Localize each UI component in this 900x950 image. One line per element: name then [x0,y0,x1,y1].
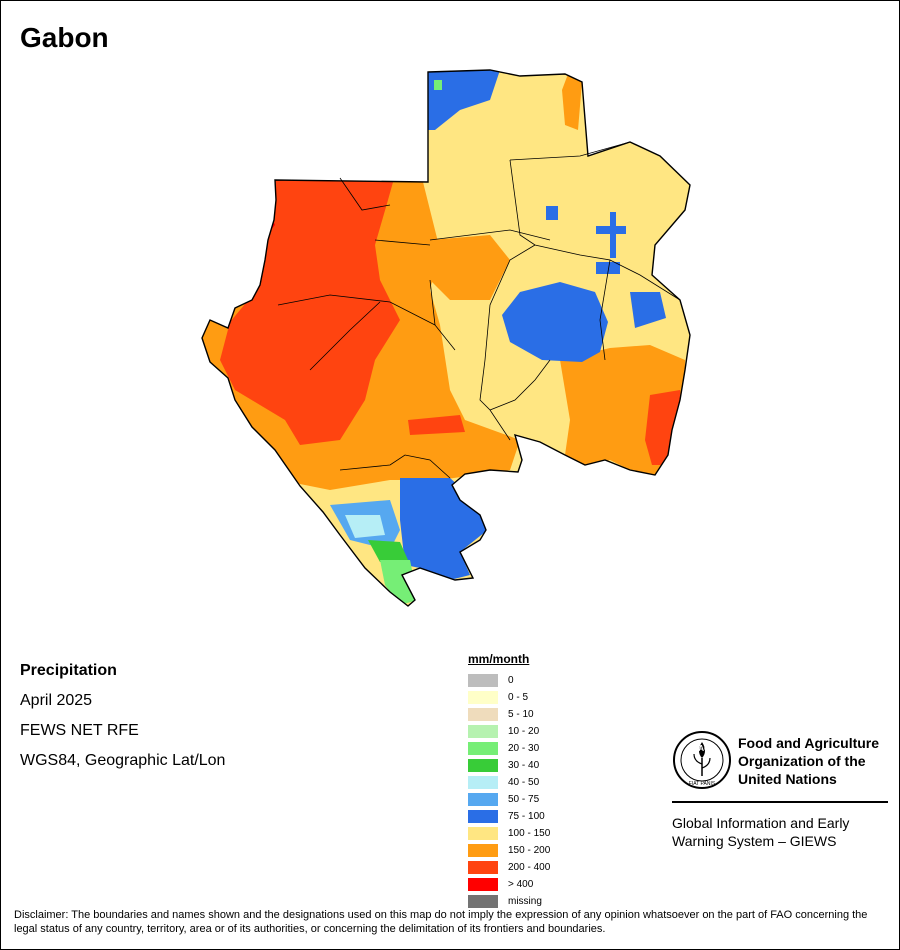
legend-label: 75 - 100 [508,811,545,822]
legend-swatch [468,708,498,721]
legend-label: 100 - 150 [508,828,551,839]
legend-swatch [468,895,498,908]
legend-row: 5 - 10 [468,706,550,723]
legend-label: 50 - 75 [508,794,540,805]
organization-name-line2: Organization of the [738,753,866,769]
legend-label: 0 - 5 [508,692,529,703]
legend-label: 200 - 400 [508,862,551,873]
legend-label: missing [508,896,542,907]
map-legend: mm/month 0 0 - 5 5 - 10 10 - 20 20 - 30 30 - … [468,652,550,910]
map-title: Gabon [20,22,109,53]
legend-swatch [468,793,498,806]
legend-row: 0 [468,672,550,689]
legend-label: 0 [508,675,514,686]
fao-logo-text: FAO [694,744,710,753]
legend-label: > 400 [508,879,534,890]
fao-logo-motto: FIAT PANIS [689,781,716,787]
fao-logo-icon: FAO FIAT PANIS [673,731,731,789]
legend-swatch [468,759,498,772]
giews-name: Global Information and Early Warning Sys… [672,814,888,850]
legend-row: 150 - 200 [468,842,550,859]
legend-row: missing [468,893,550,910]
legend-label: 150 - 200 [508,845,551,856]
legend-unit: mm/month [468,652,530,666]
legend-label: 10 - 20 [508,726,540,737]
branding-divider [672,801,888,803]
legend-row: 30 - 40 [468,757,550,774]
legend-row: 0 - 5 [468,689,550,706]
precipitation-map [201,69,691,607]
map-projection: WGS84, Geographic Lat/Lon [20,752,226,769]
organization-name-line1: Food and Agriculture [738,735,880,751]
organization-name: Food and Agriculture Organization of the… [738,734,898,788]
legend-row: 40 - 50 [468,774,550,791]
legend-row: 200 - 400 [468,859,550,876]
legend-row: 20 - 30 [468,740,550,757]
legend-swatch [468,827,498,840]
giews-line1: Global Information and Early [672,815,850,831]
legend-swatch [468,844,498,857]
legend-row: 100 - 150 [468,825,550,842]
legend-swatch [468,878,498,891]
legend-row: 50 - 75 [468,791,550,808]
map-period: April 2025 [20,692,93,709]
map-metadata: Precipitation April 2025 FEWS NET RFE WG… [20,656,225,776]
legend-swatch [468,776,498,789]
legend-row: > 400 [468,876,550,893]
legend-swatch [468,674,498,687]
disclaimer: Disclaimer: The boundaries and names sho… [14,909,868,935]
legend-label: 20 - 30 [508,743,540,754]
organization-name-line3: United Nations [738,771,837,787]
legend-rows: 0 0 - 5 5 - 10 10 - 20 20 - 30 30 - 40 40 - 50… [468,672,550,910]
legend-row: 75 - 100 [468,808,550,825]
legend-row: 10 - 20 [468,723,550,740]
legend-swatch [468,725,498,738]
legend-swatch [468,861,498,874]
data-source: FEWS NET RFE [20,722,139,739]
legend-label: 5 - 10 [508,709,534,720]
legend-label: 40 - 50 [508,777,540,788]
giews-line2: Warning System – GIEWS [672,833,837,849]
layer-name: Precipitation [20,662,117,679]
legend-swatch [468,742,498,755]
legend-swatch [468,691,498,704]
legend-label: 30 - 40 [508,760,540,771]
legend-swatch [468,810,498,823]
